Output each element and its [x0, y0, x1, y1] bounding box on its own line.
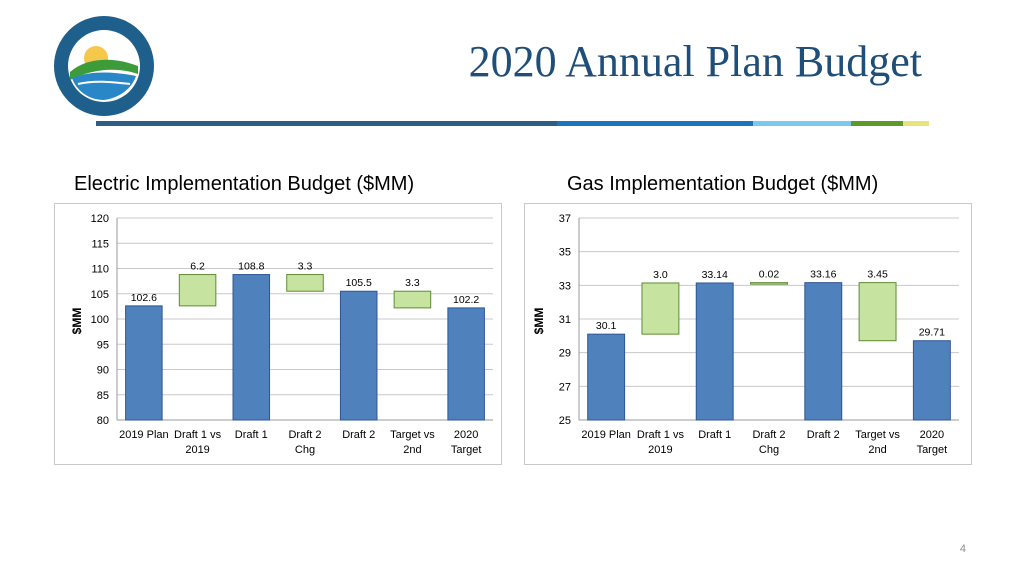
y-tick-label: 110	[91, 264, 109, 276]
change-bar	[750, 282, 788, 285]
x-tick-label: Draft 2	[752, 429, 785, 441]
x-tick-label: 2019 Plan	[581, 429, 631, 441]
data-label: 3.3	[298, 261, 313, 273]
total-bar	[587, 333, 626, 421]
data-label: 30.1	[596, 320, 617, 332]
total-bar	[804, 282, 843, 421]
x-tick-label: Draft 2	[807, 429, 840, 441]
data-label: 33.14	[702, 269, 728, 281]
y-tick-label: 27	[559, 381, 571, 393]
total-bar	[125, 305, 163, 421]
y-tick-label: 90	[97, 365, 109, 377]
data-label: 3.3	[405, 277, 420, 289]
y-tick-label: 29	[559, 348, 571, 360]
change-bar	[858, 282, 897, 342]
x-tick-label: Target	[451, 444, 482, 456]
electric-chart-svg: 80 85 90 95 100 105 110 115 120 $MM 102.6 2019 Plan…	[70, 213, 493, 456]
y-tick-label: 105	[91, 289, 109, 301]
data-label: 3.0	[653, 269, 668, 281]
gas-chart-title: Gas Implementation Budget ($MM)	[567, 173, 879, 195]
y-tick-label: 25	[559, 415, 571, 427]
page-number: 4	[959, 543, 966, 555]
x-tick-label: Draft 1	[235, 429, 268, 441]
x-tick-label: Draft 1 vs	[637, 429, 685, 441]
y-tick-label: 95	[97, 339, 109, 351]
total-bar	[912, 340, 951, 421]
change-bar	[178, 274, 217, 307]
state-seal-logo	[52, 14, 156, 118]
data-label: 105.5	[346, 277, 372, 289]
x-tick-label: Draft 1 vs	[174, 429, 222, 441]
x-tick-label: 2nd	[868, 444, 886, 456]
y-tick-label: 120	[91, 213, 109, 225]
x-tick-label: 2019	[648, 444, 672, 456]
slide-title: 2020 Annual Plan Budget	[468, 37, 922, 86]
x-tick-label: Chg	[295, 444, 315, 456]
change-bar	[286, 274, 324, 292]
change-bar	[393, 290, 432, 309]
y-tick-label: 31	[559, 314, 571, 326]
data-label: 102.2	[453, 294, 479, 306]
x-tick-label: 2nd	[403, 444, 421, 456]
y-tick-label: 35	[559, 247, 571, 259]
change-bar	[641, 282, 680, 335]
x-tick-label: Chg	[759, 444, 779, 456]
x-tick-label: 2020	[920, 429, 944, 441]
x-tick-label: Draft 2	[288, 429, 321, 441]
title-divider	[96, 121, 929, 126]
data-label: 108.8	[238, 261, 264, 273]
x-tick-label: 2019 Plan	[119, 429, 169, 441]
total-bar	[232, 274, 271, 421]
data-label: 0.02	[759, 269, 780, 281]
y-tick-label: 33	[559, 280, 571, 292]
electric-chart-title: Electric Implementation Budget ($MM)	[74, 173, 415, 195]
x-tick-label: Target vs	[390, 429, 435, 441]
data-label: 29.71	[919, 327, 945, 339]
total-bar	[339, 290, 378, 421]
x-tick-label: Target vs	[855, 429, 900, 441]
total-bar	[447, 307, 485, 421]
data-label: 33.16	[810, 269, 836, 281]
y-axis-label: $MM	[70, 308, 84, 335]
gas-chart-svg: 25 27 29 31 33 35 37 $MM 30.1 2019 Plan 3.0 Draft 1…	[532, 213, 959, 456]
x-tick-label: Draft 1	[698, 429, 731, 441]
y-tick-label: 85	[97, 390, 109, 402]
data-label: 6.2	[190, 261, 205, 273]
total-bar	[695, 282, 734, 421]
x-tick-label: 2020	[454, 429, 478, 441]
y-tick-label: 37	[559, 213, 571, 225]
x-tick-label: Target	[917, 444, 948, 456]
y-tick-label: 80	[97, 415, 109, 427]
gas-chart: 25 27 29 31 33 35 37 $MM 30.1 2019 Plan 3.0 Draft 1…	[524, 203, 972, 465]
x-tick-label: Draft 2	[342, 429, 375, 441]
data-label: 3.45	[867, 269, 888, 281]
y-axis-label: $MM	[532, 308, 546, 335]
y-tick-label: 100	[91, 314, 109, 326]
electric-chart: 80 85 90 95 100 105 110 115 120 $MM 102.6 2019 Plan…	[54, 203, 502, 465]
data-label: 102.6	[131, 292, 157, 304]
y-tick-label: 115	[91, 238, 109, 250]
x-tick-label: 2019	[185, 444, 209, 456]
